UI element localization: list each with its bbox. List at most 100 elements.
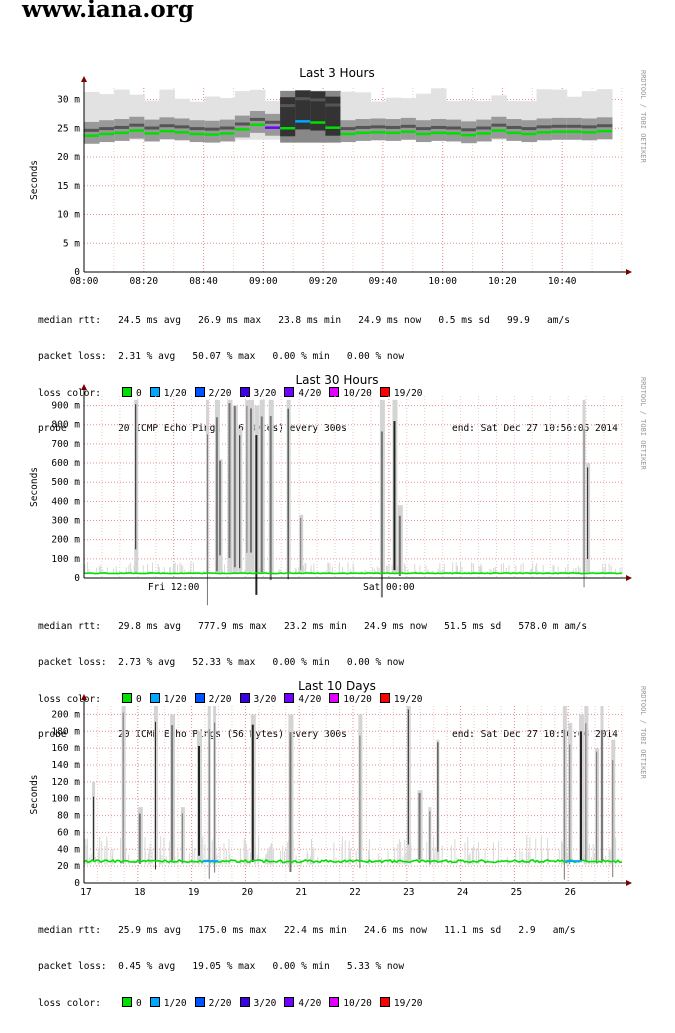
y-tick-label: 0 [74, 878, 80, 889]
x-tick-label: 10:40 [548, 276, 577, 287]
smoke-core-dark [99, 127, 115, 131]
y-tick-label: 10 m [57, 210, 80, 221]
spike-dark [246, 405, 248, 553]
smoke-core [265, 113, 281, 136]
chart-title: Last 30 Hours [295, 373, 378, 387]
chart-title: Last 3 Hours [299, 66, 374, 80]
smoke-core-dark [84, 128, 100, 132]
median-stats: median rtt: 25.9 ms avg 175.0 ms max 22.… [38, 925, 576, 936]
smoke-core-dark [581, 125, 598, 129]
legend-swatch [194, 693, 205, 703]
smoke-core [204, 120, 221, 143]
legend-swatch [239, 387, 250, 397]
smoke-core-dark [370, 125, 387, 129]
loss-legend-item: 4/20 [284, 997, 321, 1010]
spike-dark [233, 405, 236, 568]
smoke-core-dark [249, 117, 266, 121]
y-tick-label: 140 m [51, 760, 80, 771]
smoke-core-dark [310, 98, 326, 102]
x-tick-label: 23 [403, 887, 414, 898]
smoke-core-dark [295, 97, 311, 101]
spike-dark [219, 460, 221, 556]
smoke-core-dark [430, 125, 447, 129]
spike-dark [171, 725, 174, 861]
x-tick-label: 09:20 [309, 276, 338, 287]
smoke-core [219, 119, 236, 142]
loss-legend-item: 2/20 [194, 693, 232, 706]
smoke-core [476, 119, 492, 142]
spike-dark [251, 724, 254, 862]
smoke-core-dark [506, 125, 522, 129]
y-tick-label: 15 m [57, 181, 80, 192]
rrdtool-watermark: RRDTOOL / TOBI OETIKER [639, 70, 647, 164]
smoke-core-dark [340, 127, 357, 131]
spike-dark [601, 730, 603, 863]
x-tick-label: 17 [80, 887, 91, 898]
spike-dark [585, 723, 587, 862]
y-tick-label: 200 m [51, 535, 80, 546]
y-axis-arrow-icon [81, 384, 87, 390]
spike-dark [587, 467, 589, 560]
smoke-series [83, 706, 623, 880]
y-axis-label: Seconds [29, 467, 40, 507]
smoke-core [506, 119, 522, 141]
spike-dark [583, 428, 585, 588]
smoke-core-dark [566, 124, 583, 128]
legend-swatch [379, 387, 390, 397]
spike-dark [239, 435, 241, 569]
spike-dark [300, 517, 302, 571]
loss-legend-item: 1/20 [149, 997, 187, 1010]
legend-label: 19/20 [393, 998, 423, 1009]
spike-dark [563, 729, 565, 880]
smoke-core [566, 117, 583, 140]
legend-label: 19/20 [393, 388, 423, 399]
x-tick-label: 10:00 [428, 276, 457, 287]
spike-dark [135, 404, 137, 550]
spike-dark [380, 431, 383, 598]
y-tick-label: 40 m [57, 844, 80, 855]
smoke-core [446, 119, 462, 142]
x-tick-label: 18 [134, 887, 146, 898]
loss-stats: packet loss: 2.73 % avg 52.33 % max 0.00… [38, 657, 405, 668]
legend-swatch [284, 997, 295, 1007]
spike-dark [93, 796, 95, 861]
smoke-core-dark [385, 125, 402, 129]
smoke-core [551, 117, 568, 140]
legend-swatch [122, 387, 132, 397]
rrdtool-watermark: RRDTOOL / TOBI OETIKER [639, 377, 647, 471]
spike-dark [138, 813, 141, 864]
smoke-core-dark [596, 124, 613, 128]
legend-label: 4/20 [298, 694, 322, 705]
x-tick-label: 19 [188, 887, 200, 898]
smoke-core [370, 118, 387, 141]
y-tick-label: 25 m [57, 123, 80, 134]
y-tick-label: 400 m [51, 496, 80, 507]
smoke-core-dark [355, 125, 372, 129]
x-axis-arrow-icon [626, 575, 632, 581]
spike-dark [418, 793, 421, 860]
y-tick-label: 80 m [57, 811, 80, 822]
legend-swatch [149, 387, 160, 397]
smoke-core-dark [265, 120, 281, 124]
median-stats: median rtt: 24.5 ms avg 26.9 ms max 23.8… [38, 315, 570, 326]
legend-label: 3/20 [253, 388, 277, 399]
loss-legend-label: loss color: [38, 998, 101, 1009]
loss-legend-item: 19/20 [379, 387, 423, 400]
spike-dark [596, 751, 598, 864]
y-tick-label: 200 m [51, 709, 80, 720]
median-stats: median rtt: 29.8 ms avg 777.9 ms max 23.… [38, 621, 588, 632]
spike-dark [260, 416, 263, 573]
smoke-core [189, 120, 206, 143]
legend-swatch [329, 693, 340, 703]
spike-dark [398, 515, 401, 576]
x-tick-label: 26 [564, 887, 576, 898]
loss-legend-item: 10/20 [329, 387, 372, 400]
chart-30-hours: Last 30 Hours RRDTOOL / TOBI OETIKER Secon… [29, 373, 647, 606]
chart-panel-10d: Last 10 Days RRDTOOL / TOBI OETIKER Second… [0, 676, 675, 1009]
smoke-core-dark [114, 125, 130, 129]
smoke-core [84, 121, 100, 144]
y-tick-label: 60 m [57, 827, 80, 838]
spike-dark [569, 744, 571, 865]
loss-legend-item: 0 [122, 997, 142, 1010]
loss-legend-item: 0 [122, 693, 142, 706]
